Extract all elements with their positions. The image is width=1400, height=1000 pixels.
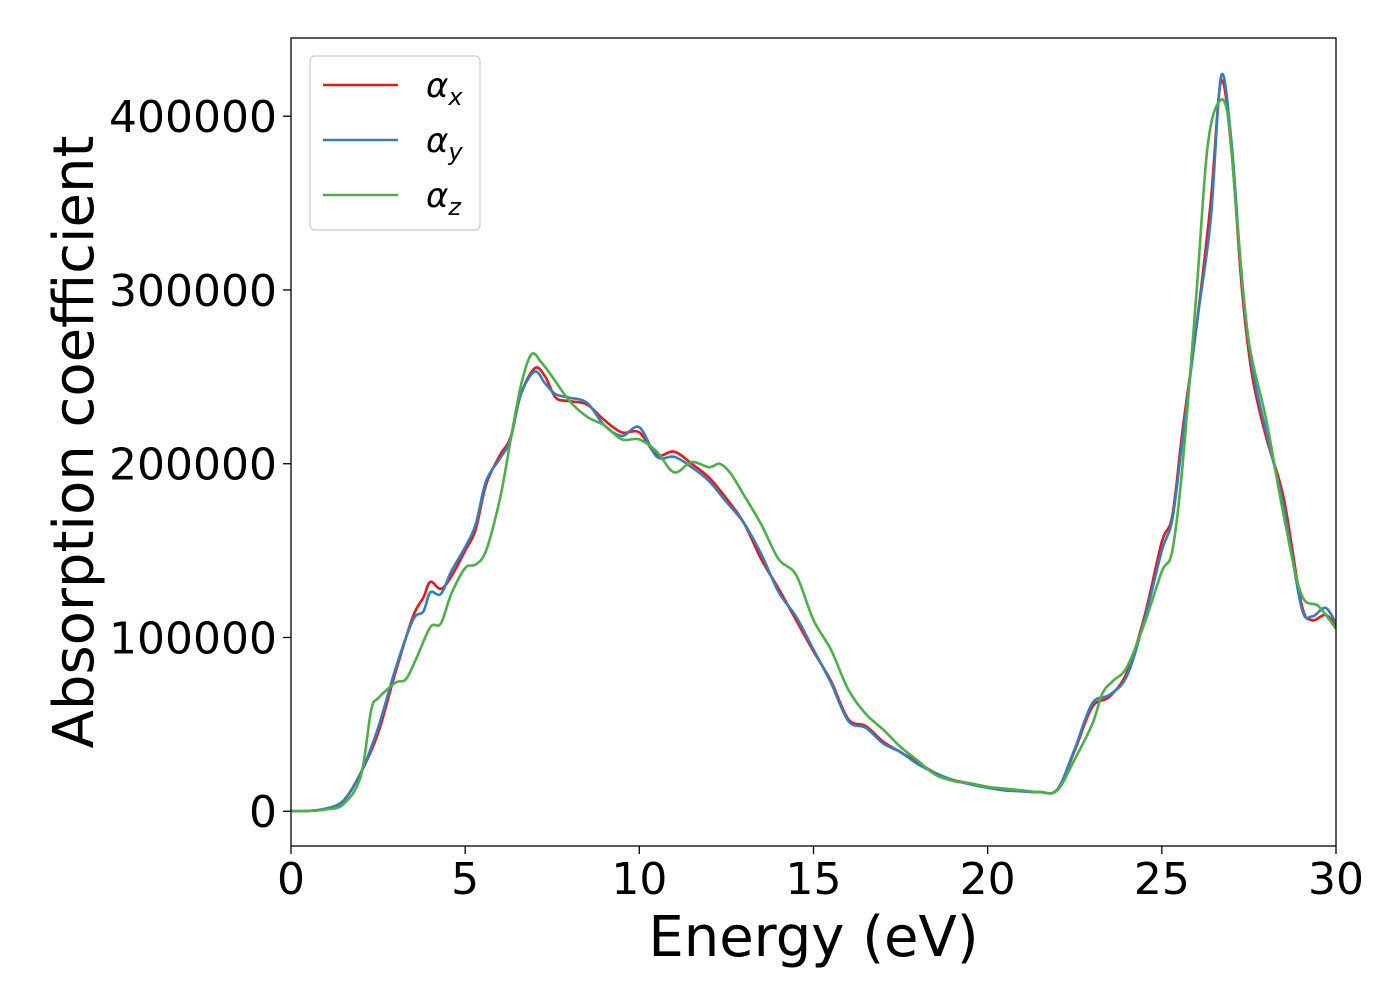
y-axis-title: Absorption coefficient bbox=[42, 136, 107, 749]
series-line-αy bbox=[291, 72, 1336, 813]
y-tick-label: 200000 bbox=[109, 440, 277, 491]
legend-subscript: z bbox=[447, 193, 462, 221]
x-tick-label: 25 bbox=[1134, 854, 1190, 905]
x-tick-label: 20 bbox=[960, 854, 1016, 905]
x-tick-label: 5 bbox=[451, 854, 479, 905]
y-tick-label: 400000 bbox=[109, 92, 277, 143]
plot-frame bbox=[290, 37, 1337, 847]
x-tick-label: 30 bbox=[1308, 854, 1364, 905]
x-tick-label: 15 bbox=[786, 854, 842, 905]
legend-label: αz bbox=[426, 176, 462, 221]
series-lines bbox=[291, 72, 1336, 813]
y-tick-label: 0 bbox=[249, 787, 277, 838]
x-axis-title: Energy (eV) bbox=[648, 905, 978, 970]
legend-symbol: α bbox=[426, 176, 448, 216]
legend-subscript: y bbox=[447, 138, 463, 166]
legend-label: αx bbox=[426, 66, 463, 111]
legend-subscript: x bbox=[447, 83, 463, 111]
x-axis-ticks: 0 5 10 15 20 25 30 bbox=[277, 846, 1364, 905]
y-tick-label: 100000 bbox=[109, 613, 277, 664]
legend-symbol: α bbox=[426, 121, 448, 161]
y-tick-label: 300000 bbox=[109, 266, 277, 317]
legend-box bbox=[309, 55, 481, 231]
x-tick-label: 10 bbox=[611, 854, 667, 905]
x-tick-label: 0 bbox=[277, 854, 305, 905]
series-line-αz bbox=[291, 98, 1336, 813]
legend-label: αy bbox=[426, 121, 463, 166]
y-axis-ticks: 0 100000 200000 300000 400000 bbox=[109, 92, 291, 838]
legend-symbol: α bbox=[426, 66, 448, 106]
